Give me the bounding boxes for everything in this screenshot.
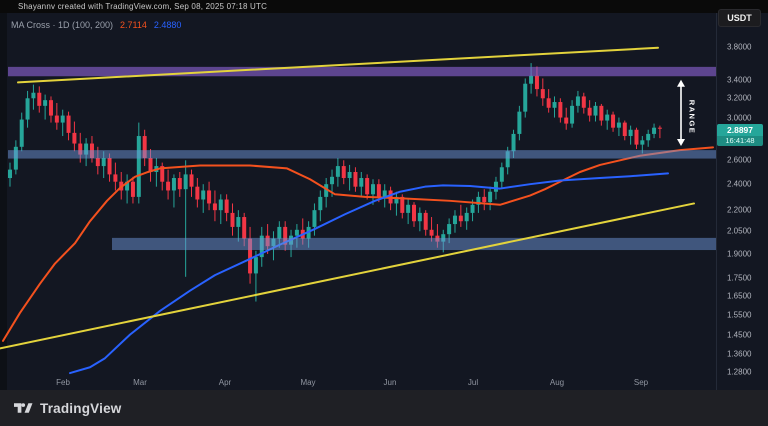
- quote-currency-button[interactable]: USDT: [718, 9, 761, 27]
- time-tick-label: Aug: [549, 378, 565, 387]
- price-tick-label: 1.5500: [727, 310, 752, 320]
- price-tick-label: 3.4000: [727, 75, 752, 85]
- tradingview-logo-icon: [14, 401, 33, 416]
- price-tick-label: 3.8000: [727, 42, 752, 52]
- price-axis-separator: [716, 13, 717, 390]
- range-annotation-label: RANGE: [687, 99, 697, 135]
- price-tick-label: 1.2800: [727, 367, 752, 377]
- time-tick-label: Jun: [383, 378, 397, 387]
- indicator-title: MA Cross · 1D (100, 200): [11, 20, 114, 30]
- price-tick-label: 3.2000: [727, 93, 752, 103]
- price-tick-label: 3.0000: [727, 113, 752, 123]
- price-tick-label: 2.0500: [727, 226, 752, 236]
- ma-fast-value: 2.7114: [120, 20, 147, 30]
- upper-trendline: [17, 46, 659, 84]
- tradingview-brand-text: TradingView: [40, 400, 122, 416]
- time-tick-label: Apr: [218, 378, 232, 387]
- footer-bar: TradingView: [0, 390, 768, 426]
- time-tick-label: May: [300, 378, 316, 387]
- attribution-text: Shayannv created with TradingView.com, S…: [18, 2, 268, 11]
- lower-trendline: [0, 202, 695, 350]
- price-tick-label: 1.7500: [727, 273, 752, 283]
- resistance-zone: [8, 66, 716, 77]
- price-tick-label: 1.3600: [727, 349, 752, 359]
- last-price-badge: 2.8897 16:41:48: [717, 124, 763, 146]
- price-tick-label: 1.6500: [727, 291, 752, 301]
- indicator-legend[interactable]: MA Cross · 1D (100, 200) 2.7114 2.4880: [11, 20, 181, 30]
- time-tick-label: Feb: [56, 378, 70, 387]
- price-tick-label: 1.4500: [727, 330, 752, 340]
- time-tick-label: Jul: [467, 378, 479, 387]
- price-tick-label: 1.9000: [727, 249, 752, 259]
- time-tick-label: Mar: [133, 378, 147, 387]
- lower-support-zone: [112, 237, 716, 251]
- ma-slow-value: 2.4880: [153, 20, 182, 30]
- last-price-value: 2.8897: [717, 124, 763, 136]
- chart-left-margin: [0, 13, 7, 390]
- attribution-bar: Shayannv created with TradingView.com, S…: [0, 0, 768, 13]
- mid-support-zone: [8, 150, 716, 159]
- bar-countdown: 16:41:48: [717, 136, 763, 146]
- time-tick-label: Sep: [633, 378, 649, 387]
- price-tick-label: 2.6000: [727, 155, 752, 165]
- price-tick-label: 2.4000: [727, 179, 752, 189]
- price-tick-label: 2.2000: [727, 205, 752, 215]
- tradingview-logo[interactable]: TradingView: [14, 401, 121, 416]
